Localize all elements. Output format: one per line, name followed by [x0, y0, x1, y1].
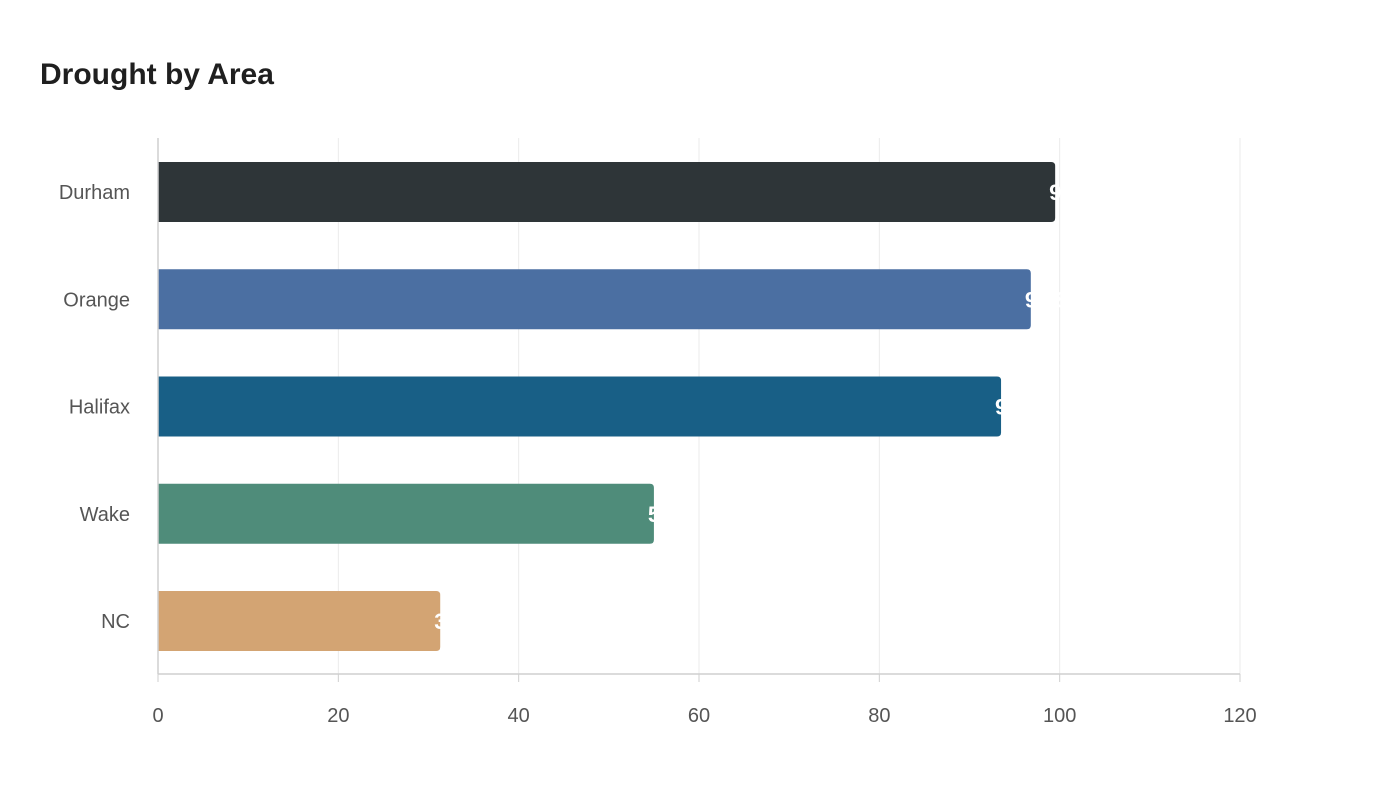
x-tick-label-100: 100 [1043, 705, 1076, 727]
x-tick-label-40: 40 [508, 705, 530, 727]
x-tick-label-20: 20 [327, 705, 349, 727]
data-label-halifax: 93.5 [995, 395, 1038, 420]
data-label-nc: 31.3 [434, 609, 477, 634]
x-tick-label-0: 0 [152, 705, 163, 727]
bar-nc [158, 591, 441, 651]
data-label-durham: 99.5 [1049, 180, 1092, 205]
chart-title: Drought by Area [40, 58, 274, 91]
bar-durham [158, 162, 1056, 222]
category-label-halifax: Halifax [69, 397, 130, 419]
data-label-orange: 96.8 [1025, 287, 1068, 312]
x-tick-label-60: 60 [688, 705, 710, 727]
category-label-wake: Wake [80, 504, 130, 526]
bar-layer [158, 162, 1056, 651]
category-label-orange: Orange [63, 289, 130, 311]
bar-orange [158, 269, 1031, 330]
x-tick-label-120: 120 [1223, 705, 1256, 727]
bar-halifax [158, 376, 1002, 437]
bar-wake [158, 483, 654, 544]
x-tick-label-80: 80 [868, 705, 890, 727]
data-label-wake: 55 [648, 502, 672, 527]
label-layer: Durham 99.5 Orange 96.8 Halifax 93.5 Wake 55 NC 3… [59, 180, 1092, 634]
category-label-durham: Durham [59, 182, 130, 204]
axis-layer: 0 20 40 60 80 100 120 [152, 138, 1257, 727]
category-label-nc: NC [101, 611, 130, 633]
